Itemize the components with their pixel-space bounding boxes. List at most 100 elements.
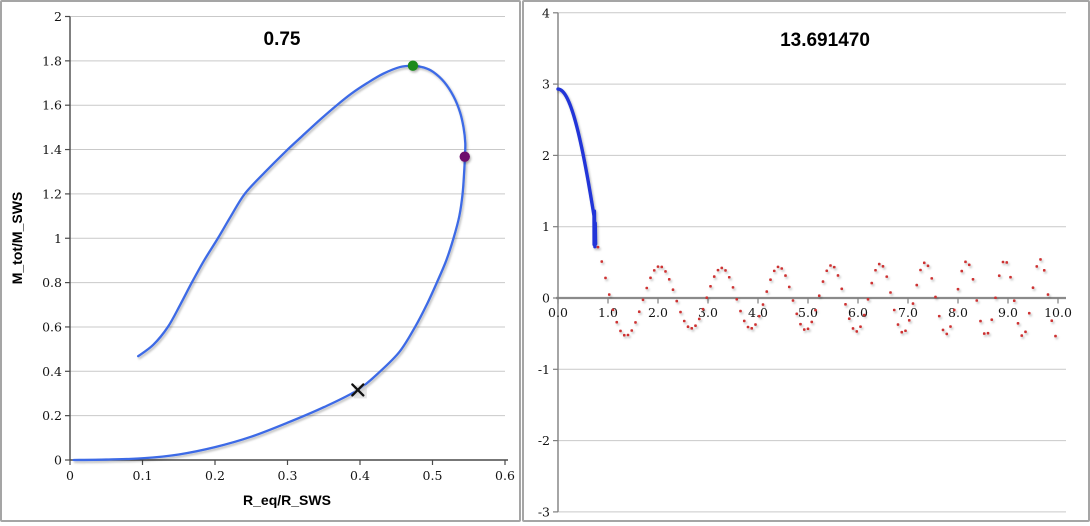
red-dot bbox=[945, 332, 949, 336]
red-dot bbox=[694, 324, 697, 327]
x-tick-label: 0.4 bbox=[350, 468, 370, 483]
red-dot bbox=[799, 322, 802, 326]
x-tick-label: 0.3 bbox=[278, 468, 298, 483]
red-dot bbox=[956, 287, 960, 291]
right-tick-labels: -3 -2 -1 0 1 2 3 4 0.0 1.0 2.0 3.0 4.0 5.0 6.0 7.0 8.0 9.… bbox=[538, 5, 1072, 519]
right-chart: -3 -2 -1 0 1 2 3 4 0.0 1.0 2.0 3.0 4.0 5.0 6.0 7.0 8.0 9.… bbox=[538, 5, 1072, 519]
y-tick-label: 1.8 bbox=[42, 53, 62, 68]
red-dot bbox=[997, 274, 1001, 277]
red-dot bbox=[1024, 330, 1027, 334]
y-tick-label: 1.6 bbox=[42, 98, 62, 113]
x-tick-label: 1.0 bbox=[598, 305, 618, 320]
red-dot bbox=[607, 293, 611, 296]
red-dot bbox=[817, 294, 821, 298]
red-dot bbox=[874, 268, 877, 272]
red-dot bbox=[904, 329, 907, 333]
red-dot bbox=[652, 269, 656, 272]
y-tick-label: 0.6 bbox=[42, 319, 62, 334]
red-dot bbox=[682, 319, 686, 323]
red-dot bbox=[847, 317, 851, 320]
left-axes bbox=[65, 15, 508, 465]
red-dot bbox=[964, 260, 967, 264]
x-marker bbox=[351, 383, 365, 397]
red-dot bbox=[1054, 334, 1057, 338]
right-gridlines bbox=[558, 12, 1066, 513]
red-dot bbox=[1005, 261, 1009, 264]
red-dot bbox=[622, 333, 626, 337]
red-dot bbox=[727, 275, 731, 279]
x-tick-label: 0.0 bbox=[548, 305, 568, 320]
red-dot bbox=[1012, 299, 1016, 302]
red-dot bbox=[664, 270, 667, 273]
red-dot bbox=[787, 285, 791, 289]
red-dot bbox=[836, 274, 840, 277]
red-dot bbox=[735, 297, 739, 301]
x-tick-label: 9.0 bbox=[998, 305, 1018, 320]
red-dot bbox=[881, 265, 885, 268]
red-dot bbox=[604, 276, 607, 280]
red-dot bbox=[877, 262, 881, 266]
red-dot bbox=[1027, 311, 1031, 315]
y-tick-label: -1 bbox=[538, 362, 550, 377]
red-dot bbox=[870, 281, 874, 285]
red-dot bbox=[952, 308, 956, 312]
red-dot bbox=[712, 275, 716, 278]
red-dot bbox=[679, 310, 682, 314]
red-dot bbox=[795, 312, 799, 316]
red-dot bbox=[896, 323, 900, 326]
red-dot bbox=[986, 331, 990, 335]
y-tick-label: 1 bbox=[542, 219, 550, 234]
left-x-axis-title: R_eq/R_SWS bbox=[243, 492, 331, 508]
red-dot bbox=[979, 319, 982, 323]
red-dot bbox=[919, 268, 922, 272]
left-y-axis-title: M_tot/M_SWS bbox=[9, 192, 25, 285]
red-dot bbox=[739, 309, 742, 313]
left-gridlines bbox=[70, 16, 505, 417]
x-tick-label: 10.0 bbox=[1044, 305, 1072, 320]
red-dot bbox=[960, 269, 964, 273]
red-dot bbox=[697, 317, 701, 321]
red-dot bbox=[784, 274, 787, 277]
x-tick-label: 0.6 bbox=[495, 468, 515, 483]
y-tick-label: 1.2 bbox=[42, 186, 62, 201]
red-dot bbox=[765, 290, 769, 293]
red-dot bbox=[634, 321, 637, 324]
y-tick-label: 1.4 bbox=[42, 142, 62, 157]
red-dot bbox=[731, 286, 735, 289]
red-dot bbox=[705, 296, 709, 299]
left-chart-panel[interactable] bbox=[0, 0, 521, 522]
red-dot bbox=[915, 283, 919, 287]
red-dot bbox=[885, 275, 889, 278]
red-dot bbox=[851, 327, 855, 330]
right-chart-panel[interactable] bbox=[522, 0, 1090, 522]
red-dot bbox=[1031, 286, 1035, 289]
y-tick-label: 4 bbox=[542, 5, 550, 20]
left-tick-labels: 0 0.2 0.4 0.6 0.8 1 1.2 1.4 1.6 1.8 2 0 0.1 0.2 0.3 0.4… bbox=[42, 9, 515, 483]
red-dot bbox=[686, 325, 690, 329]
red-dot bbox=[1020, 334, 1024, 337]
red-dot bbox=[772, 269, 776, 273]
red-dot bbox=[780, 267, 784, 270]
red-dot bbox=[1009, 275, 1012, 279]
red-dot bbox=[907, 319, 911, 322]
mass-radius-curve bbox=[72, 64, 467, 462]
red-dot bbox=[750, 327, 754, 330]
blue-envelope-curve bbox=[556, 87, 598, 249]
red-dot bbox=[671, 288, 675, 291]
y-tick-label: 0.2 bbox=[42, 408, 62, 423]
red-dot bbox=[926, 264, 930, 268]
red-dot bbox=[949, 325, 952, 328]
red-dot bbox=[866, 298, 870, 301]
y-tick-label: 0 bbox=[54, 453, 62, 468]
red-dot bbox=[656, 265, 660, 268]
x-tick-label: 6.0 bbox=[848, 305, 868, 320]
red-dot bbox=[971, 277, 975, 281]
red-dot bbox=[720, 266, 724, 270]
right-series bbox=[556, 87, 1057, 338]
red-dot bbox=[791, 299, 795, 302]
red-dot bbox=[645, 286, 649, 290]
red-dot bbox=[637, 310, 641, 314]
y-tick-label: 1 bbox=[54, 231, 62, 246]
